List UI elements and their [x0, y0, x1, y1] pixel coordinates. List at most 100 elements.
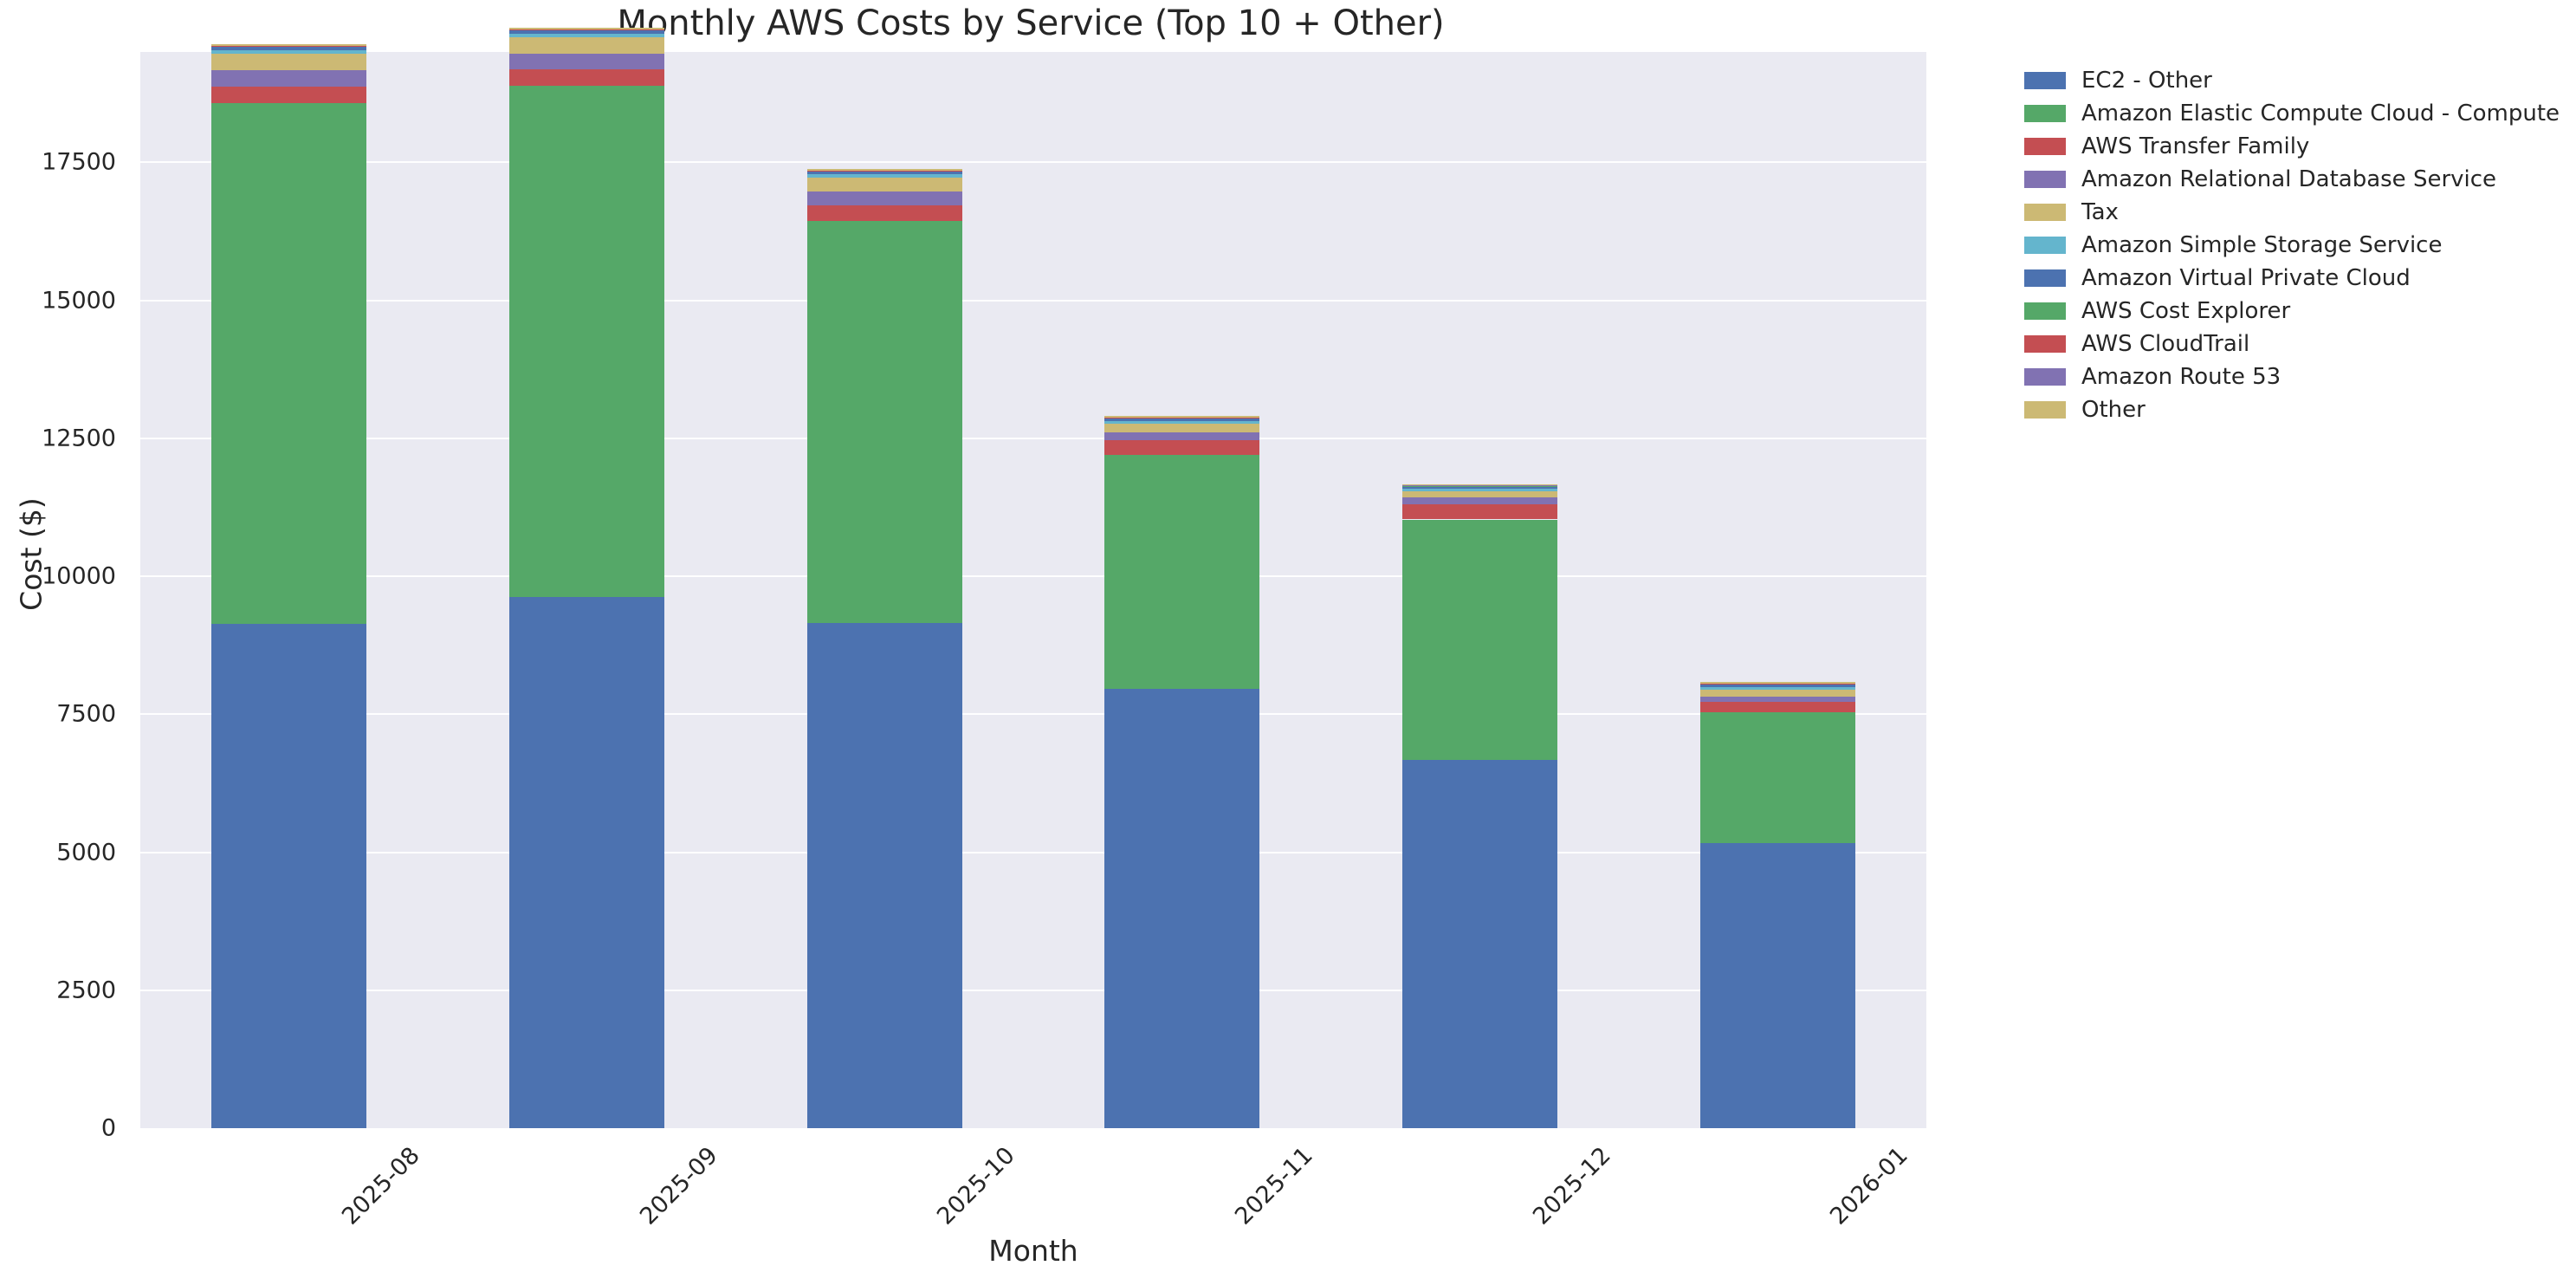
bar-segment[interactable] — [1699, 682, 1855, 684]
legend-item-label: EC2 - Other — [2081, 68, 2212, 94]
bar-segment[interactable] — [1402, 759, 1557, 1128]
bar-segment[interactable] — [211, 53, 367, 71]
bar-segment[interactable] — [806, 205, 962, 221]
bar-stack[interactable] — [1699, 52, 1855, 1128]
bar-segment[interactable] — [211, 47, 367, 50]
bar-segment[interactable] — [509, 597, 664, 1128]
gridline — [140, 161, 1926, 164]
bar-segment[interactable] — [1699, 711, 1855, 843]
bar-segment[interactable] — [509, 69, 664, 86]
bar-segment[interactable] — [806, 178, 962, 192]
legend-item-label: Other — [2081, 397, 2146, 423]
gridline — [140, 851, 1926, 853]
plot-area — [140, 28, 1926, 1128]
bar-segment[interactable] — [211, 70, 367, 88]
y-tick-label: 2500 — [56, 977, 116, 1004]
bar-segment[interactable] — [1104, 432, 1260, 440]
legend-item[interactable]: Amazon Elastic Compute Cloud - Compute — [2024, 97, 2560, 130]
bar-segment[interactable] — [509, 30, 664, 34]
bar-segment[interactable] — [1104, 419, 1260, 422]
legend-item[interactable]: Amazon Simple Storage Service — [2024, 229, 2544, 262]
legend-item-label: Amazon Simple Storage Service — [2081, 232, 2443, 258]
legend-item[interactable]: Other — [2024, 393, 2544, 426]
legend-item[interactable]: AWS Cost Explorer — [2024, 295, 2544, 328]
gridline — [140, 713, 1926, 716]
bar-segment[interactable] — [211, 102, 367, 624]
y-tick-label: 7500 — [56, 700, 116, 728]
bar-stack[interactable] — [1104, 52, 1260, 1128]
bar-segment[interactable] — [806, 191, 962, 206]
bar-segment[interactable] — [211, 87, 367, 103]
legend-item[interactable]: Tax — [2024, 196, 2544, 229]
x-axis-title: Month — [988, 1234, 1078, 1268]
bar-segment[interactable] — [1402, 489, 1557, 491]
bar-segment[interactable] — [806, 623, 962, 1128]
legend-swatch-icon — [2024, 368, 2066, 386]
bar-segment[interactable] — [211, 623, 367, 1128]
gridline — [140, 575, 1926, 578]
bar-segment[interactable] — [1699, 696, 1855, 703]
y-tick-label: 5000 — [56, 839, 116, 866]
legend-item-label: Amazon Virtual Private Cloud — [2081, 265, 2411, 291]
bar-segment[interactable] — [1104, 421, 1260, 424]
bar-segment[interactable] — [1104, 439, 1260, 455]
bar-stack[interactable] — [211, 44, 367, 1128]
bar-segment[interactable] — [1402, 503, 1557, 520]
legend-item-label: AWS CloudTrail — [2081, 331, 2250, 357]
legend-item-label: Amazon Relational Database Service — [2081, 166, 2497, 192]
bar-segment[interactable] — [1104, 423, 1260, 432]
bar-stack[interactable] — [509, 28, 664, 1128]
bar-segment[interactable] — [211, 44, 367, 46]
bar-segment[interactable] — [1699, 702, 1855, 712]
legend-swatch-icon — [2024, 335, 2066, 353]
gridline — [140, 989, 1926, 991]
bar-segment[interactable] — [806, 220, 962, 624]
bar-segment[interactable] — [1402, 519, 1557, 760]
legend-item[interactable]: Amazon Virtual Private Cloud — [2024, 262, 2544, 295]
y-tick-label: 10000 — [42, 562, 116, 590]
chart-legend: EC2 - Other Amazon Elastic Compute Cloud … — [2024, 64, 2560, 426]
bar-segment[interactable] — [509, 36, 664, 54]
bar-segment[interactable] — [1402, 497, 1557, 504]
bar-segment[interactable] — [1104, 689, 1260, 1128]
x-tick-label: 2026-01 — [1825, 1142, 1913, 1230]
legend-swatch-icon — [2024, 72, 2066, 89]
bar-segment[interactable] — [1402, 486, 1557, 490]
bar-stack[interactable] — [806, 52, 962, 1128]
x-tick-label: 2025-11 — [1229, 1142, 1318, 1230]
legend-item[interactable]: Amazon Relational Database Service — [2024, 163, 2544, 196]
legend-swatch-icon — [2024, 302, 2066, 320]
legend-swatch-icon — [2024, 269, 2066, 287]
bar-segment[interactable] — [1699, 685, 1855, 687]
bar-segment[interactable] — [211, 49, 367, 54]
bar-segment[interactable] — [509, 33, 664, 37]
y-tick-label: 15000 — [42, 287, 116, 315]
bar-segment[interactable] — [806, 174, 962, 178]
bar-segment[interactable] — [1402, 483, 1557, 486]
legend-item-label: AWS Transfer Family — [2081, 133, 2310, 159]
bar-segment[interactable] — [806, 169, 962, 171]
bar-segment[interactable] — [1699, 842, 1855, 1128]
bar-segment[interactable] — [509, 28, 664, 29]
legend-item[interactable]: AWS Transfer Family — [2024, 130, 2544, 163]
page-title: Monthly AWS Costs by Service (Top 10 + O… — [617, 3, 1445, 43]
legend-swatch-icon — [2024, 105, 2066, 122]
bar-segment[interactable] — [509, 53, 664, 70]
x-tick-label: 2025-08 — [336, 1142, 425, 1230]
bar-segment[interactable] — [1402, 491, 1557, 497]
legend-swatch-icon — [2024, 401, 2066, 419]
x-tick-label: 2025-09 — [634, 1142, 723, 1230]
legend-item[interactable]: EC2 - Other — [2024, 64, 2544, 97]
legend-item[interactable]: Amazon Route 53 — [2024, 360, 2544, 393]
bar-segment[interactable] — [509, 85, 664, 598]
bar-segment[interactable] — [1699, 686, 1855, 690]
bar-stack[interactable] — [1402, 52, 1557, 1128]
bar-segment[interactable] — [1699, 689, 1855, 697]
bar-segment[interactable] — [1104, 454, 1260, 690]
bar-segment[interactable] — [806, 172, 962, 175]
legend-item-label: Amazon Route 53 — [2081, 364, 2282, 390]
bar-segment[interactable] — [1104, 416, 1260, 418]
legend-item[interactable]: AWS CloudTrail — [2024, 328, 2544, 360]
legend-item-label: Tax — [2081, 199, 2119, 225]
x-tick-label: 2025-10 — [932, 1142, 1020, 1230]
